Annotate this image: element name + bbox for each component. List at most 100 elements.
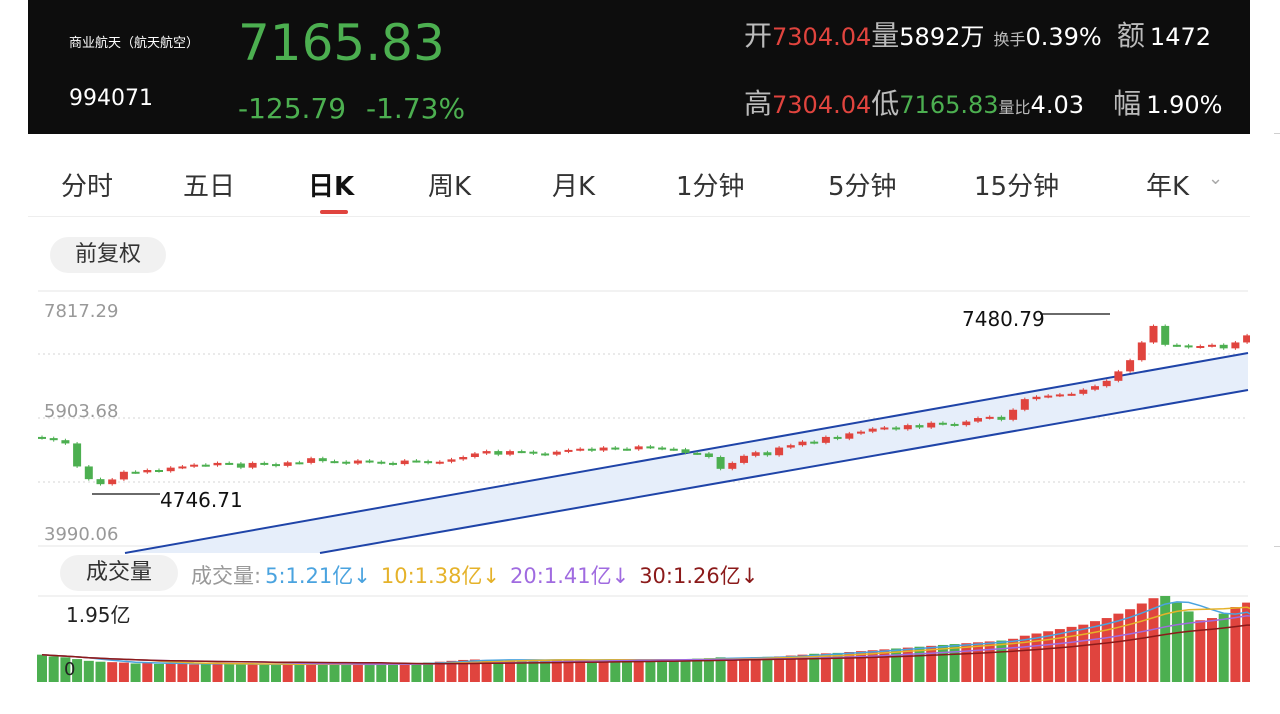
volume-bar [692,658,703,682]
volume-bar [891,648,902,682]
volume-bar [856,651,866,682]
volume-legend: 成交量: 5:1.21亿↓ 10:1.38亿↓ 20:1.41亿↓ 30:1.26亿↓ [191,560,768,590]
volume-bar [1195,620,1206,682]
volume-bar [785,655,796,682]
volume-bar [83,660,94,682]
candle-body [892,427,901,430]
candle-body [377,461,386,464]
volume-bar [949,644,960,682]
candle-body [587,448,596,451]
active-tab-indicator [320,210,348,214]
volume-bar [1019,635,1030,682]
chevron-down-icon[interactable]: ⌄ [1208,168,1224,189]
stock-code: 994071 [69,86,153,111]
kline-chart: 7480.79 4746.71 7817.29 5903.68 3990.06 … [37,290,1250,682]
open-value: 7304.04 [772,23,872,51]
volume-bar [528,659,539,682]
volume-bar [1125,609,1136,682]
volume-bar [680,659,691,682]
tab-monthly-k[interactable]: 月K [552,172,596,202]
candle-body [1079,389,1088,394]
volume-bar [282,663,293,682]
adjust-mode-button[interactable]: 前复权 [50,237,166,273]
low-marker-label: 4746.71 [160,488,243,512]
volume-bar [341,664,352,682]
candle-body [529,451,538,454]
candle-body [389,462,397,465]
volume-bar [762,656,773,682]
volume-bar [1090,621,1100,682]
candle-body [997,416,1006,420]
tab-daily-k[interactable]: 日K [308,172,355,202]
volume-bar [458,659,469,682]
volume-bar [469,659,480,682]
candle-body [974,418,982,422]
candle-body [810,441,819,444]
volume-bar [493,660,504,682]
tab-15min[interactable]: 15分钟 [974,172,1060,202]
volume-bar [598,659,609,682]
volume-bar [1230,607,1241,682]
volume-bar [130,663,141,682]
candle-body [248,462,257,468]
low-value: 7165.83 [899,91,999,119]
volume-bar [645,660,656,682]
candle-body [1137,342,1146,361]
volume-bar [809,653,820,682]
volume-bar [996,640,1007,682]
volume-bar [317,664,328,682]
turnover-label: 换手 [993,30,1026,49]
candle-body [1009,409,1018,420]
amount-label: 额 [1116,19,1145,52]
tab-weekly-k[interactable]: 周K [428,172,472,202]
candle-body [155,470,163,473]
candle-body [564,449,573,452]
candle-body [845,433,854,439]
amplitude-value: 1.90% [1146,91,1223,119]
tab-5min[interactable]: 5分钟 [828,172,897,202]
candle-body [1102,380,1111,387]
volume-bar [364,664,375,682]
candle-body [1161,325,1170,345]
tab-intraday[interactable]: 分时 [61,172,114,202]
volume-bar [563,659,574,682]
candle-body [190,464,199,467]
volume-bar [1054,629,1065,682]
tab-yearly-k[interactable]: 年K [1146,172,1190,202]
volume-bar [937,644,948,682]
candles [38,324,1250,486]
edge-tick [1274,133,1280,134]
candle-body [307,458,316,463]
volume-bar [1043,631,1054,682]
volume-bar [434,661,445,682]
tab-1min[interactable]: 1分钟 [676,172,745,202]
candle-body [470,453,479,458]
candle-body [1044,395,1053,398]
amplitude-label: 幅 [1113,87,1142,120]
candle-body [295,462,304,465]
volume-bar [446,660,457,682]
candle-body [728,462,737,469]
volume-bar [575,659,586,682]
volume-bar [1218,613,1229,682]
volume-bar [224,664,235,682]
volume-bar [376,663,387,682]
volume-bar [1113,613,1124,682]
volume-bar [1171,602,1182,682]
candle-body [342,461,351,464]
high-value: 7304.04 [772,91,872,119]
volume-bar [235,663,246,682]
volume-indicator-button[interactable]: 成交量 [60,555,178,591]
candle-body [821,436,830,443]
volume-bar [1160,596,1171,682]
tab-five-day[interactable]: 五日 [183,172,236,202]
candle-body [646,446,655,449]
volume-bar [165,663,176,682]
volume-bar [60,657,71,682]
volume-bar [879,649,890,682]
volume-max-label: 1.95亿 [66,603,131,627]
trend-channel-lower [319,389,1249,554]
volume-bar [247,664,258,682]
candle-body [1196,345,1205,348]
volume-bar [727,658,738,682]
